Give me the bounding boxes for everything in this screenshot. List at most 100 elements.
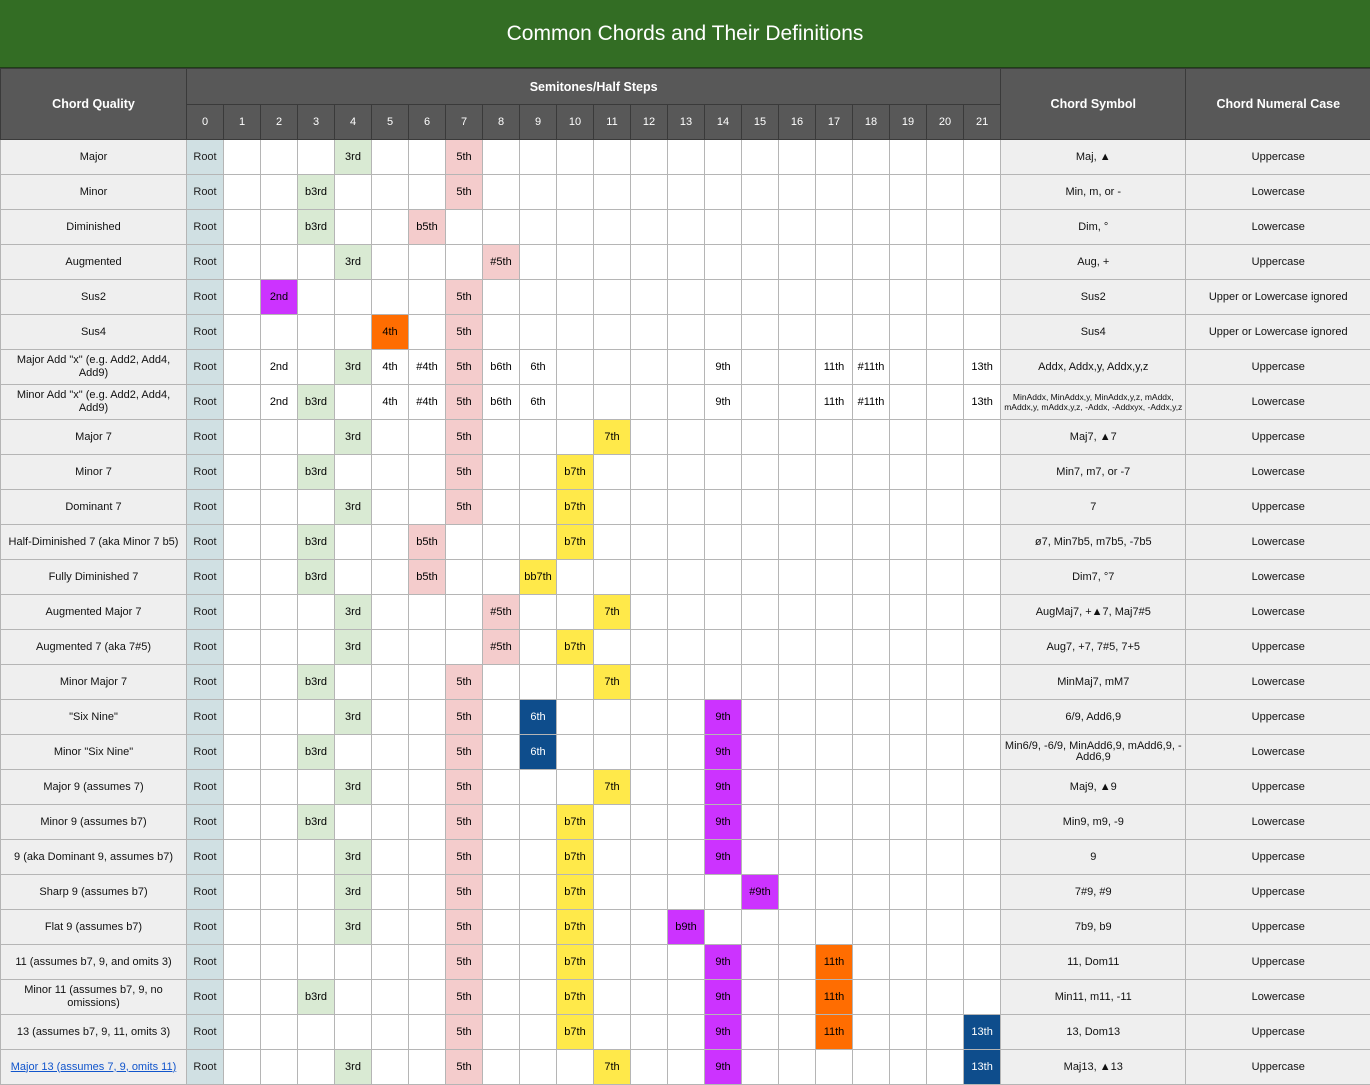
empty-interval-cell[interactable]: [962, 594, 1002, 630]
empty-interval-cell[interactable]: [704, 629, 742, 665]
empty-interval-cell[interactable]: [667, 209, 705, 245]
empty-interval-cell[interactable]: [556, 174, 594, 210]
empty-interval-cell[interactable]: [889, 314, 927, 350]
empty-interval-cell[interactable]: [260, 314, 298, 350]
empty-interval-cell[interactable]: [815, 909, 853, 945]
empty-interval-cell[interactable]: [593, 174, 631, 210]
empty-interval-cell[interactable]: [852, 524, 890, 560]
empty-interval-cell[interactable]: [962, 839, 1002, 875]
empty-interval-cell[interactable]: [741, 384, 779, 420]
empty-interval-cell[interactable]: [482, 419, 520, 455]
empty-interval-cell[interactable]: [371, 804, 409, 840]
empty-interval-cell[interactable]: [630, 244, 668, 280]
empty-interval-cell[interactable]: [593, 244, 631, 280]
empty-interval-cell[interactable]: [260, 629, 298, 665]
empty-interval-cell[interactable]: [889, 384, 927, 420]
empty-interval-cell[interactable]: [889, 349, 927, 385]
empty-interval-cell[interactable]: [519, 874, 557, 910]
empty-interval-cell[interactable]: [630, 734, 668, 770]
interval-cell[interactable]: 7th: [593, 769, 631, 805]
interval-cell[interactable]: 3rd: [334, 909, 372, 945]
interval-cell[interactable]: 5th: [445, 804, 483, 840]
empty-interval-cell[interactable]: [778, 909, 816, 945]
empty-interval-cell[interactable]: [223, 419, 261, 455]
empty-interval-cell[interactable]: [852, 734, 890, 770]
empty-interval-cell[interactable]: [962, 139, 1002, 175]
empty-interval-cell[interactable]: [962, 244, 1002, 280]
empty-interval-cell[interactable]: [223, 384, 261, 420]
interval-cell[interactable]: 5th: [445, 979, 483, 1015]
empty-interval-cell[interactable]: [223, 699, 261, 735]
interval-cell[interactable]: b5th: [408, 524, 446, 560]
empty-interval-cell[interactable]: [889, 1049, 927, 1085]
empty-interval-cell[interactable]: [815, 594, 853, 630]
empty-interval-cell[interactable]: [223, 629, 261, 665]
empty-interval-cell[interactable]: [593, 909, 631, 945]
empty-interval-cell[interactable]: [962, 559, 1002, 595]
empty-interval-cell[interactable]: [408, 244, 446, 280]
empty-interval-cell[interactable]: [815, 699, 853, 735]
empty-interval-cell[interactable]: [815, 1049, 853, 1085]
empty-interval-cell[interactable]: [630, 909, 668, 945]
empty-interval-cell[interactable]: [741, 559, 779, 595]
empty-interval-cell[interactable]: [926, 839, 964, 875]
empty-interval-cell[interactable]: [889, 944, 927, 980]
empty-interval-cell[interactable]: [889, 699, 927, 735]
interval-cell[interactable]: 3rd: [334, 419, 372, 455]
empty-interval-cell[interactable]: [704, 664, 742, 700]
empty-interval-cell[interactable]: [223, 979, 261, 1015]
empty-interval-cell[interactable]: [519, 769, 557, 805]
empty-interval-cell[interactable]: [408, 174, 446, 210]
empty-interval-cell[interactable]: [889, 174, 927, 210]
interval-cell[interactable]: b3rd: [297, 209, 335, 245]
empty-interval-cell[interactable]: [889, 594, 927, 630]
empty-interval-cell[interactable]: [815, 139, 853, 175]
interval-cell[interactable]: 3rd: [334, 489, 372, 525]
empty-interval-cell[interactable]: [815, 209, 853, 245]
interval-cell[interactable]: Root: [186, 839, 224, 875]
empty-interval-cell[interactable]: [556, 664, 594, 700]
interval-cell[interactable]: b7th: [556, 874, 594, 910]
empty-interval-cell[interactable]: [778, 769, 816, 805]
interval-cell[interactable]: 4th: [371, 349, 409, 385]
chord-quality-cell[interactable]: Major 13 (assumes 7, 9, omits 11): [0, 1049, 187, 1085]
empty-interval-cell[interactable]: [962, 769, 1002, 805]
empty-interval-cell[interactable]: [630, 664, 668, 700]
interval-cell[interactable]: Root: [186, 454, 224, 490]
empty-interval-cell[interactable]: [482, 174, 520, 210]
interval-cell[interactable]: 13th: [962, 349, 1002, 385]
interval-cell[interactable]: b7th: [556, 839, 594, 875]
empty-interval-cell[interactable]: [852, 804, 890, 840]
empty-interval-cell[interactable]: [556, 349, 594, 385]
interval-cell[interactable]: Root: [186, 664, 224, 700]
empty-interval-cell[interactable]: [704, 419, 742, 455]
empty-interval-cell[interactable]: [704, 314, 742, 350]
empty-interval-cell[interactable]: [704, 594, 742, 630]
empty-interval-cell[interactable]: [223, 839, 261, 875]
empty-interval-cell[interactable]: [223, 909, 261, 945]
empty-interval-cell[interactable]: [778, 839, 816, 875]
interval-cell[interactable]: 9th: [704, 1049, 742, 1085]
empty-interval-cell[interactable]: [371, 244, 409, 280]
empty-interval-cell[interactable]: [482, 909, 520, 945]
empty-interval-cell[interactable]: [482, 454, 520, 490]
empty-interval-cell[interactable]: [260, 874, 298, 910]
interval-cell[interactable]: Root: [186, 874, 224, 910]
empty-interval-cell[interactable]: [260, 664, 298, 700]
empty-interval-cell[interactable]: [852, 979, 890, 1015]
empty-interval-cell[interactable]: [482, 314, 520, 350]
interval-cell[interactable]: 9th: [704, 734, 742, 770]
interval-cell[interactable]: 4th: [371, 384, 409, 420]
empty-interval-cell[interactable]: [704, 209, 742, 245]
empty-interval-cell[interactable]: [667, 314, 705, 350]
empty-interval-cell[interactable]: [260, 244, 298, 280]
empty-interval-cell[interactable]: [889, 629, 927, 665]
empty-interval-cell[interactable]: [408, 279, 446, 315]
empty-interval-cell[interactable]: [704, 139, 742, 175]
empty-interval-cell[interactable]: [926, 314, 964, 350]
empty-interval-cell[interactable]: [223, 524, 261, 560]
empty-interval-cell[interactable]: [371, 734, 409, 770]
interval-cell[interactable]: 6th: [519, 734, 557, 770]
empty-interval-cell[interactable]: [408, 874, 446, 910]
empty-interval-cell[interactable]: [667, 559, 705, 595]
